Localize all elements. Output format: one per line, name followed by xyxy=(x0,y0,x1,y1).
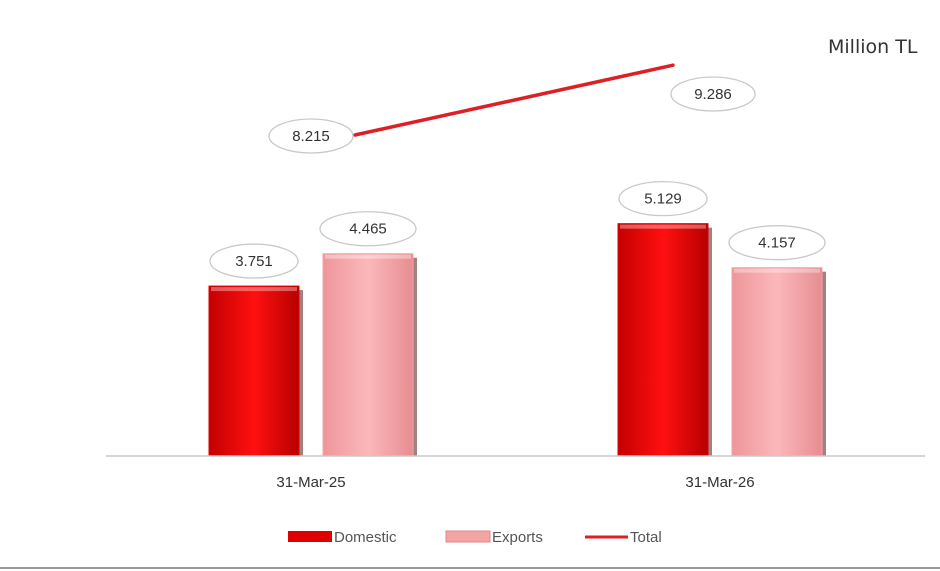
bar-exports-0 xyxy=(322,253,414,457)
bar-exports-1 xyxy=(731,267,823,457)
x-tick-label-1: 31-Mar-26 xyxy=(685,474,754,491)
total-value-label-0: 8.215 xyxy=(292,128,330,145)
domestic-value-label-0: 3.751 xyxy=(235,253,273,270)
total-value-label-0-bubble xyxy=(268,118,354,154)
exports-value-label-0-bubble xyxy=(319,211,417,247)
domestic-value-label-1: 5.129 xyxy=(644,191,682,208)
legend-label-domestic: Domestic xyxy=(334,529,397,546)
bar-highlight xyxy=(620,224,706,229)
domestic-value-label-0-bubble xyxy=(209,243,299,279)
domestic-value-label-1-bubble xyxy=(618,181,708,217)
bar-highlight xyxy=(734,268,820,273)
exports-value-label-1-bubble xyxy=(728,225,826,261)
legend-swatch-domestic xyxy=(288,531,332,542)
bar-domestic-0 xyxy=(208,285,300,457)
legend-label-exports: Exports xyxy=(492,529,543,546)
total-value-label-1-bubble xyxy=(670,76,756,112)
bar-highlight xyxy=(325,254,411,259)
total-line xyxy=(353,63,675,137)
legend-label-total: Total xyxy=(630,529,662,546)
total-value-label-1: 9.286 xyxy=(694,86,732,103)
exports-value-label-1: 4.157 xyxy=(758,235,796,252)
legend-swatch-exports xyxy=(445,530,491,543)
unit-label: Million TL xyxy=(828,36,918,58)
x-tick-label-0: 31-Mar-25 xyxy=(276,474,345,491)
exports-value-label-0: 4.465 xyxy=(349,221,387,238)
bar-domestic-1 xyxy=(617,223,709,457)
bottom-divider xyxy=(0,567,940,569)
bar-highlight xyxy=(211,287,297,292)
